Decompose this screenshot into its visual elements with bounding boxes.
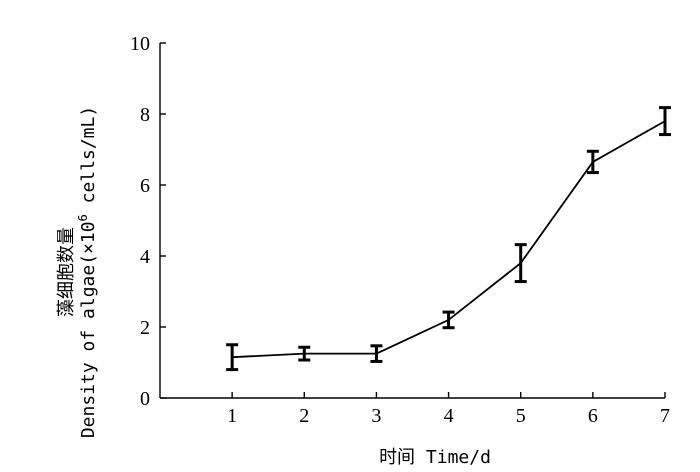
x-tick-label: 2 (299, 405, 309, 427)
y-axis-label-suffix: cells/mL) (78, 106, 99, 214)
y-tick-label: 0 (140, 388, 150, 410)
series (226, 106, 671, 372)
y-tick-label: 6 (140, 175, 150, 197)
y-axis-label-group: 藻细胞数量 Density of algae(×106 cells/mL) (56, 106, 99, 438)
error-bar (586, 149, 599, 175)
error-bar (514, 243, 527, 284)
y-axis-label-prefix: Density of algae(×10 (78, 221, 99, 438)
x-tick-label: 3 (371, 405, 381, 427)
x-tick-label: 4 (444, 405, 454, 427)
y-axis-label-chinese: 藻细胞数量 (56, 227, 77, 317)
x-axis-label: 时间 Time/d (379, 447, 491, 468)
error-bar (442, 310, 455, 330)
error-bar (226, 343, 239, 372)
y-tick-label: 8 (140, 104, 150, 126)
x-tick-label: 6 (588, 405, 598, 427)
y-tick-label: 2 (140, 317, 150, 339)
error-bar (298, 345, 311, 362)
y-axis-label-superscript: 6 (76, 214, 90, 221)
error-bar (659, 106, 671, 137)
x-tick-label: 5 (516, 405, 526, 427)
y-axis-label-english: Density of algae(×106 cells/mL) (76, 106, 99, 438)
error-bar (370, 344, 383, 363)
axes (159, 43, 665, 399)
x-tick-label: 1 (227, 405, 237, 427)
y-tick-label: 10 (130, 33, 150, 55)
x-tick-label: 7 (660, 405, 670, 427)
y-tick-label: 4 (140, 246, 150, 268)
